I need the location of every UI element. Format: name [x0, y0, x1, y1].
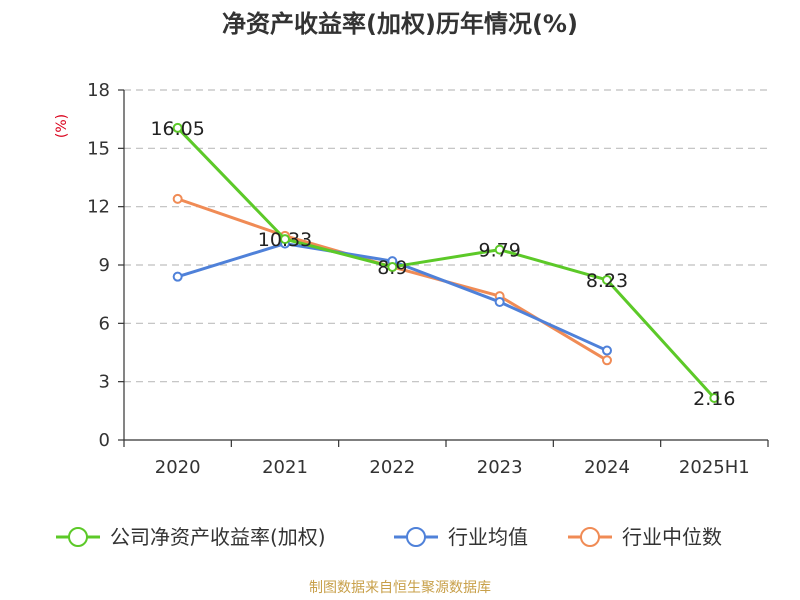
- data-point[interactable]: [602, 355, 612, 366]
- chart-title: 净资产收益率(加权)历年情况(%): [222, 10, 578, 38]
- legend-item[interactable]: 公司净资产收益率(加权): [56, 525, 326, 549]
- data-point[interactable]: [709, 393, 720, 403]
- y-tick-label: 18: [87, 80, 110, 101]
- data-label: 9.79: [479, 240, 521, 262]
- x-tick-label: 2022: [369, 457, 415, 478]
- grid-lines: [124, 89, 768, 383]
- legend-item[interactable]: 行业中位数: [568, 525, 722, 549]
- y-tick-label: 0: [99, 430, 110, 451]
- series-line: [177, 197, 608, 362]
- y-tick-label: 3: [99, 372, 110, 393]
- legend-circle-marker: [68, 527, 88, 547]
- legend-item[interactable]: 行业均值: [394, 525, 528, 549]
- data-point[interactable]: [494, 244, 505, 255]
- data-label: 2.16: [693, 388, 735, 410]
- series-line: [176, 126, 716, 400]
- series-lines: [172, 122, 720, 403]
- y-tick-label: 6: [99, 313, 110, 334]
- legend-label: 行业均值: [448, 525, 528, 549]
- y-axis-label: (%): [54, 114, 70, 138]
- data-label: 10.33: [258, 229, 312, 251]
- axes: 0 3 6 9 12 15 18 2020 2021 2022 2023 2024 2025H1: [87, 80, 769, 478]
- data-label: 8.23: [586, 270, 628, 292]
- data-point[interactable]: [494, 296, 505, 307]
- x-tick-label: 2023: [477, 457, 523, 478]
- x-tick-label: 2024: [584, 457, 630, 478]
- data-point[interactable]: [172, 271, 183, 282]
- x-tick-label: 2025H1: [679, 457, 750, 478]
- legend-label: 行业中位数: [622, 525, 722, 549]
- legend[interactable]: 公司净资产收益率(加权) 行业均值 行业中位数: [56, 525, 722, 549]
- y-tick-label: 9: [99, 255, 110, 276]
- y-tick-label: 15: [87, 138, 110, 159]
- legend-circle-marker: [580, 527, 600, 547]
- legend-label: 公司净资产收益率(加权): [110, 525, 326, 549]
- data-label: 8.9: [377, 257, 407, 279]
- data-labels: 16.05 10.33 8.9 9.79 8.23 2.16: [150, 118, 735, 410]
- data-point[interactable]: [172, 122, 183, 133]
- data-point[interactable]: [602, 345, 612, 356]
- data-point[interactable]: [172, 193, 183, 204]
- y-tick-label: 12: [87, 197, 110, 218]
- legend-circle-marker: [406, 527, 426, 547]
- data-label: 16.05: [150, 118, 204, 140]
- series-0: [172, 122, 720, 403]
- data-point[interactable]: [280, 234, 290, 245]
- data-point[interactable]: [602, 274, 612, 285]
- x-tick-label: 2020: [155, 457, 201, 478]
- data-source-note: 制图数据来自恒生聚源数据库: [309, 580, 491, 596]
- data-point[interactable]: [387, 261, 398, 272]
- series-2: [172, 193, 612, 366]
- x-tick-label: 2021: [262, 457, 308, 478]
